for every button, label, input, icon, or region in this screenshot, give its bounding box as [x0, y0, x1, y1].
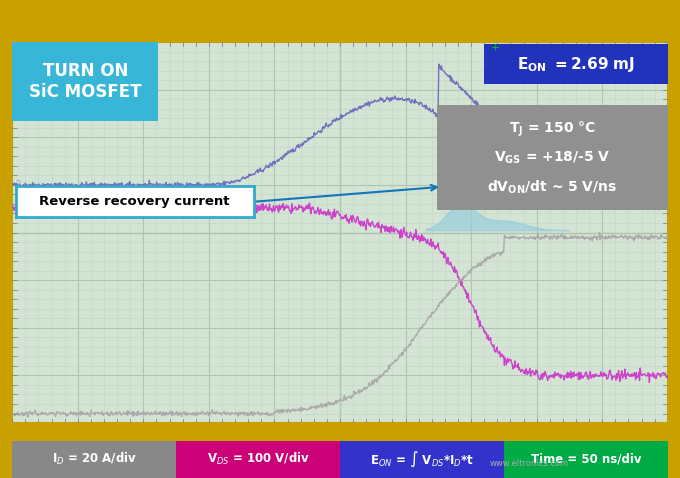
Text: $\mathbf{E_{ON}}$ $\mathbf{= 2.69\ mJ}$: $\mathbf{E_{ON}}$ $\mathbf{= 2.69\ mJ}$ — [517, 54, 635, 74]
Text: Time = 50 ns/div: Time = 50 ns/div — [530, 453, 641, 466]
Text: 2: 2 — [16, 180, 21, 189]
Text: +: + — [491, 43, 500, 53]
Text: TURN ON
SiC MOSFET: TURN ON SiC MOSFET — [29, 62, 141, 101]
Text: Reverse recovery current: Reverse recovery current — [39, 196, 230, 208]
Text: $\mathbf{T_J}$ = 150 °C
$\mathbf{V_{GS}}$ = +18/-5 V
$\mathbf{dV_{ON}/dt}$ ~ 5 V: $\mathbf{T_J}$ = 150 °C $\mathbf{V_{GS}}… — [487, 120, 617, 196]
Text: I$_D$ = 20 A/div: I$_D$ = 20 A/div — [52, 451, 137, 467]
Text: V$_{DS}$ = 100 V/div: V$_{DS}$ = 100 V/div — [207, 451, 309, 467]
Text: E$_{ON}$ = ∫ V$_{DS}$*I$_D$*t: E$_{ON}$ = ∫ V$_{DS}$*I$_D$*t — [370, 450, 474, 469]
Text: www.eltronics.com: www.eltronics.com — [490, 459, 568, 468]
